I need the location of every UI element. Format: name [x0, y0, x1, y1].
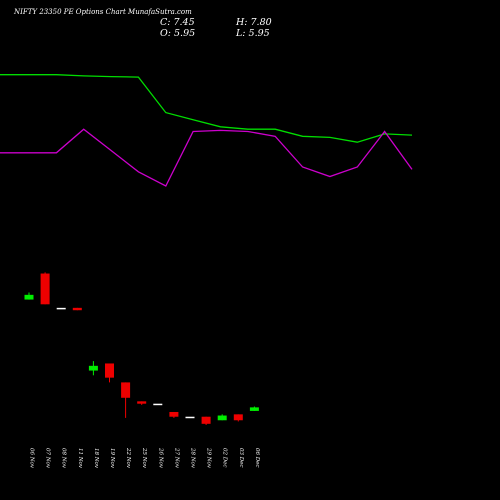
moving-average-lines [0, 74, 413, 187]
high-readout: H: 7.80 [235, 17, 272, 28]
candles [24, 272, 259, 425]
x-tick-label: 27 Nov [173, 447, 179, 469]
candle [185, 416, 195, 419]
candle [121, 382, 131, 418]
x-tick-label: 06 Nov [29, 448, 35, 469]
candle [169, 411, 179, 418]
low-readout: L: 5.95 [235, 28, 270, 39]
x-tick-label: 02 Dec [222, 448, 228, 468]
chart-title: NIFTY 23350 PE Options Chart MunafaSutra… [13, 8, 192, 16]
x-tick-label: 11 Nov [77, 448, 83, 469]
x-tick-label: 25 Nov [141, 447, 147, 469]
moving-average-line-2 [0, 128, 413, 187]
candle [40, 272, 50, 305]
x-tick-label: 28 Nov [190, 447, 196, 469]
candle-body [24, 294, 34, 300]
close-readout: C: 7.45 [160, 17, 195, 28]
x-tick-label: 07 Nov [45, 448, 51, 469]
x-tick-label: 29 Nov [206, 447, 212, 469]
candle-body [169, 411, 179, 417]
candle [217, 414, 227, 421]
candle [24, 292, 34, 300]
candle [233, 414, 243, 422]
candle-body [185, 416, 195, 419]
x-tick-label: 06 Dec [254, 448, 260, 468]
x-tick-label: 08 Nov [61, 448, 67, 469]
x-tick-label: 26 Nov [157, 447, 163, 469]
x-tick-label: 18 Nov [93, 448, 99, 469]
candle [56, 307, 66, 310]
candle [105, 363, 114, 383]
candle [249, 406, 259, 411]
candle-body [121, 382, 131, 398]
candle [153, 403, 163, 406]
candle-body [153, 403, 163, 406]
candle-body [88, 365, 98, 371]
open-readout: O: 5.95 [160, 28, 195, 39]
moving-average-line-1 [0, 74, 413, 143]
x-tick-label: 03 Dec [238, 448, 244, 468]
candle-body [233, 414, 243, 421]
candle-body [72, 307, 82, 311]
candle [72, 307, 82, 311]
candle-body [137, 401, 147, 404]
candle-body [105, 363, 114, 378]
x-axis-ticks: 06 Nov 07 Nov 08 Nov 11 Nov 18 Nov 19 Nov 22 N… [29, 447, 260, 469]
candle-body [249, 407, 259, 411]
candle-body [56, 307, 66, 310]
candle-body [217, 415, 227, 421]
candle [88, 361, 98, 376]
x-tick-label: 22 Nov [125, 447, 131, 469]
candle-body [40, 273, 50, 305]
candle-body [201, 416, 211, 424]
x-tick-label: 19 Nov [109, 448, 115, 469]
candle [137, 401, 147, 405]
candle [201, 416, 211, 425]
